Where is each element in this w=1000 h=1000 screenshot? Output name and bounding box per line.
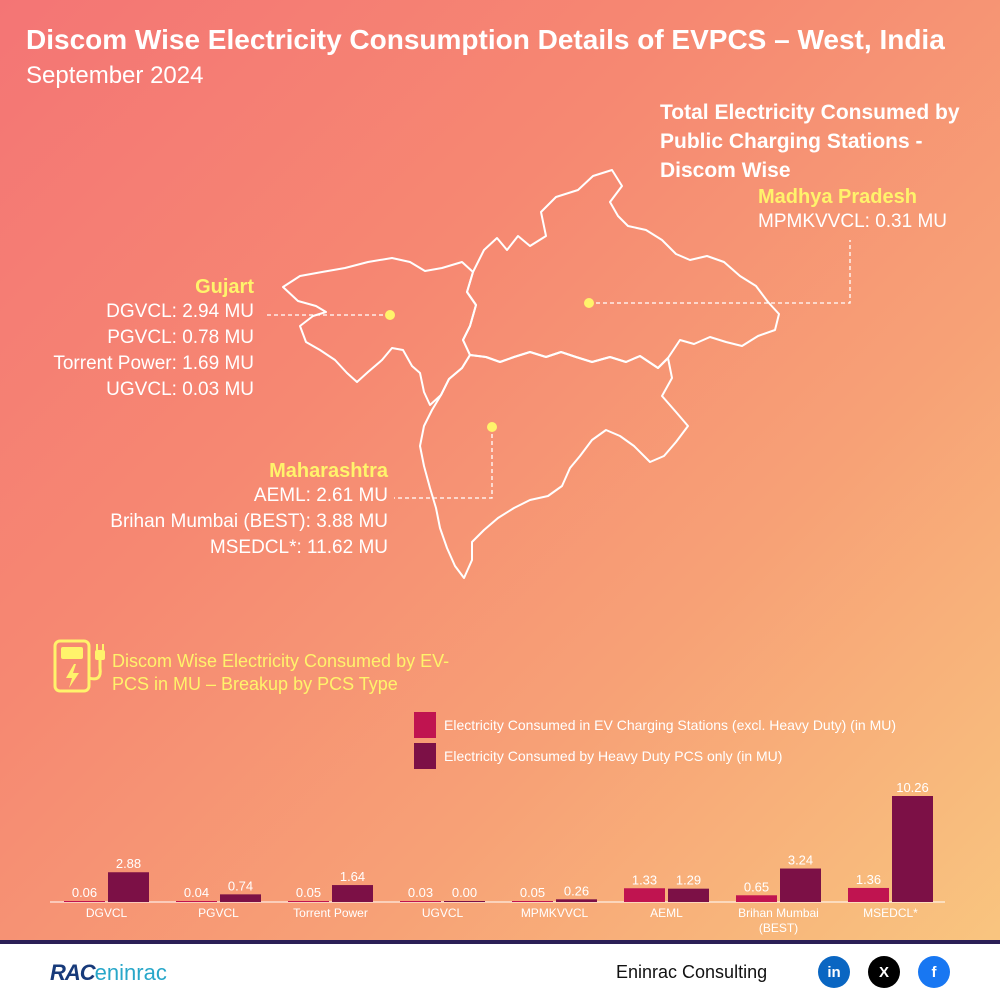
category-label: MSEDCL* [863,906,918,920]
data-label: 2.88 [116,856,141,871]
legend-swatch [414,742,436,769]
page-title: Discom Wise Electricity Consumption Deta… [26,24,945,55]
region-name: Maharashtra [269,460,388,482]
west-india-map [282,169,780,579]
brand-name: Eninrac Consulting [616,962,768,982]
bar [220,894,261,902]
data-label: 0.06 [72,885,97,900]
region-value: Torrent Power: 1.69 MU [53,353,254,374]
bar [64,901,105,902]
region-gujarat: Gujart DGVCL: 2.94 MU PGVCL: 0.78 MU Tor… [53,276,254,403]
legend-swatch [414,711,436,738]
region-value: UGVCL: 0.03 MU [106,379,254,400]
region-value: MSEDCL*: 11.62 MU [209,537,388,558]
bar [332,885,373,902]
chart-legend: Electricity Consumed in EV Charging Stat… [414,711,896,773]
bar [444,901,485,902]
linkedin-icon[interactable]: in [818,956,850,988]
bar-chart: 0.06 2.88 DGVCL 0.04 0.74 PGVCL 0.05 1.64 Torren… [50,780,945,935]
legend-item: Electricity Consumed in EV Charging Stat… [414,711,896,738]
region-value: AEML: 2.61 MU [253,485,388,506]
bar [624,888,665,902]
bar [176,901,217,902]
data-label: 0.65 [744,879,769,894]
region-value: PGVCL: 0.78 MU [107,327,254,348]
bar [668,888,709,902]
bar [848,887,889,902]
page-subtitle: September 2024 [26,62,204,89]
legend-label: Electricity Consumed by Heavy Duty PCS o… [444,747,783,764]
breakup-title: Discom Wise Electricity Consumed by EV-P… [112,651,450,694]
region-madhya-pradesh: Madhya Pradesh MPMKVVCL: 0.31 MU [758,186,947,235]
bar [780,868,821,902]
maharashtra-outline [419,351,689,579]
region-name: Madhya Pradesh [758,186,917,208]
data-label: 1.64 [340,869,365,884]
category-label: (BEST) [759,921,798,935]
data-label: 1.36 [856,872,881,887]
company-logo: RAC eninrac [50,958,167,988]
category-label: UGVCL [422,906,464,920]
logo-main: RAC [50,960,96,985]
legend-label: Electricity Consumed in EV Charging Stat… [444,716,897,733]
data-label: 0.03 [408,885,433,900]
madhya-pradesh-marker [584,298,594,308]
legend-item: Electricity Consumed by Heavy Duty PCS o… [414,742,896,769]
ev-charger-icon [53,639,105,693]
data-label: 0.26 [564,883,589,898]
category-label: PGVCL [198,906,239,920]
map-heading: Total Electricity Consumed by Public Cha… [660,101,960,182]
maharashtra-marker [487,422,497,432]
bar [108,872,149,902]
gujarat-outline [282,257,477,406]
logo-accent: eninrac [94,960,167,985]
region-value: MPMKVVCL: 0.31 MU [758,211,947,232]
bar [288,901,329,902]
data-label: 3.24 [788,853,813,868]
gujarat-marker [385,310,395,320]
category-label: AEML [650,906,683,920]
data-label: 0.00 [452,885,477,900]
region-value: DGVCL: 2.94 MU [106,301,254,322]
data-label: 10.26 [896,780,929,795]
facebook-icon[interactable]: f [918,956,950,988]
x-icon[interactable]: X [868,956,900,988]
bar [556,899,597,902]
madhya-pradesh-outline [462,169,780,369]
data-label: 1.33 [632,872,657,887]
category-label: Brihan Mumbai [738,906,819,920]
bar [736,895,777,902]
bar [400,901,441,902]
data-label: 1.29 [676,873,701,888]
region-maharashtra: Maharashtra AEML: 2.61 MU Brihan Mumbai … [110,460,388,561]
footer: RAC eninrac Eninrac Consulting in X f [0,940,1000,1000]
data-label: 0.74 [228,878,253,893]
data-label: 0.04 [184,885,209,900]
data-label: 0.05 [520,885,545,900]
bar [512,901,553,902]
bar [892,796,933,902]
category-label: MPMKVVCL [521,906,589,920]
data-label: 0.05 [296,885,321,900]
region-name: Gujart [195,276,254,298]
region-value: Brihan Mumbai (BEST): 3.88 MU [110,511,388,532]
category-label: Torrent Power [293,906,368,920]
category-label: DGVCL [86,906,128,920]
